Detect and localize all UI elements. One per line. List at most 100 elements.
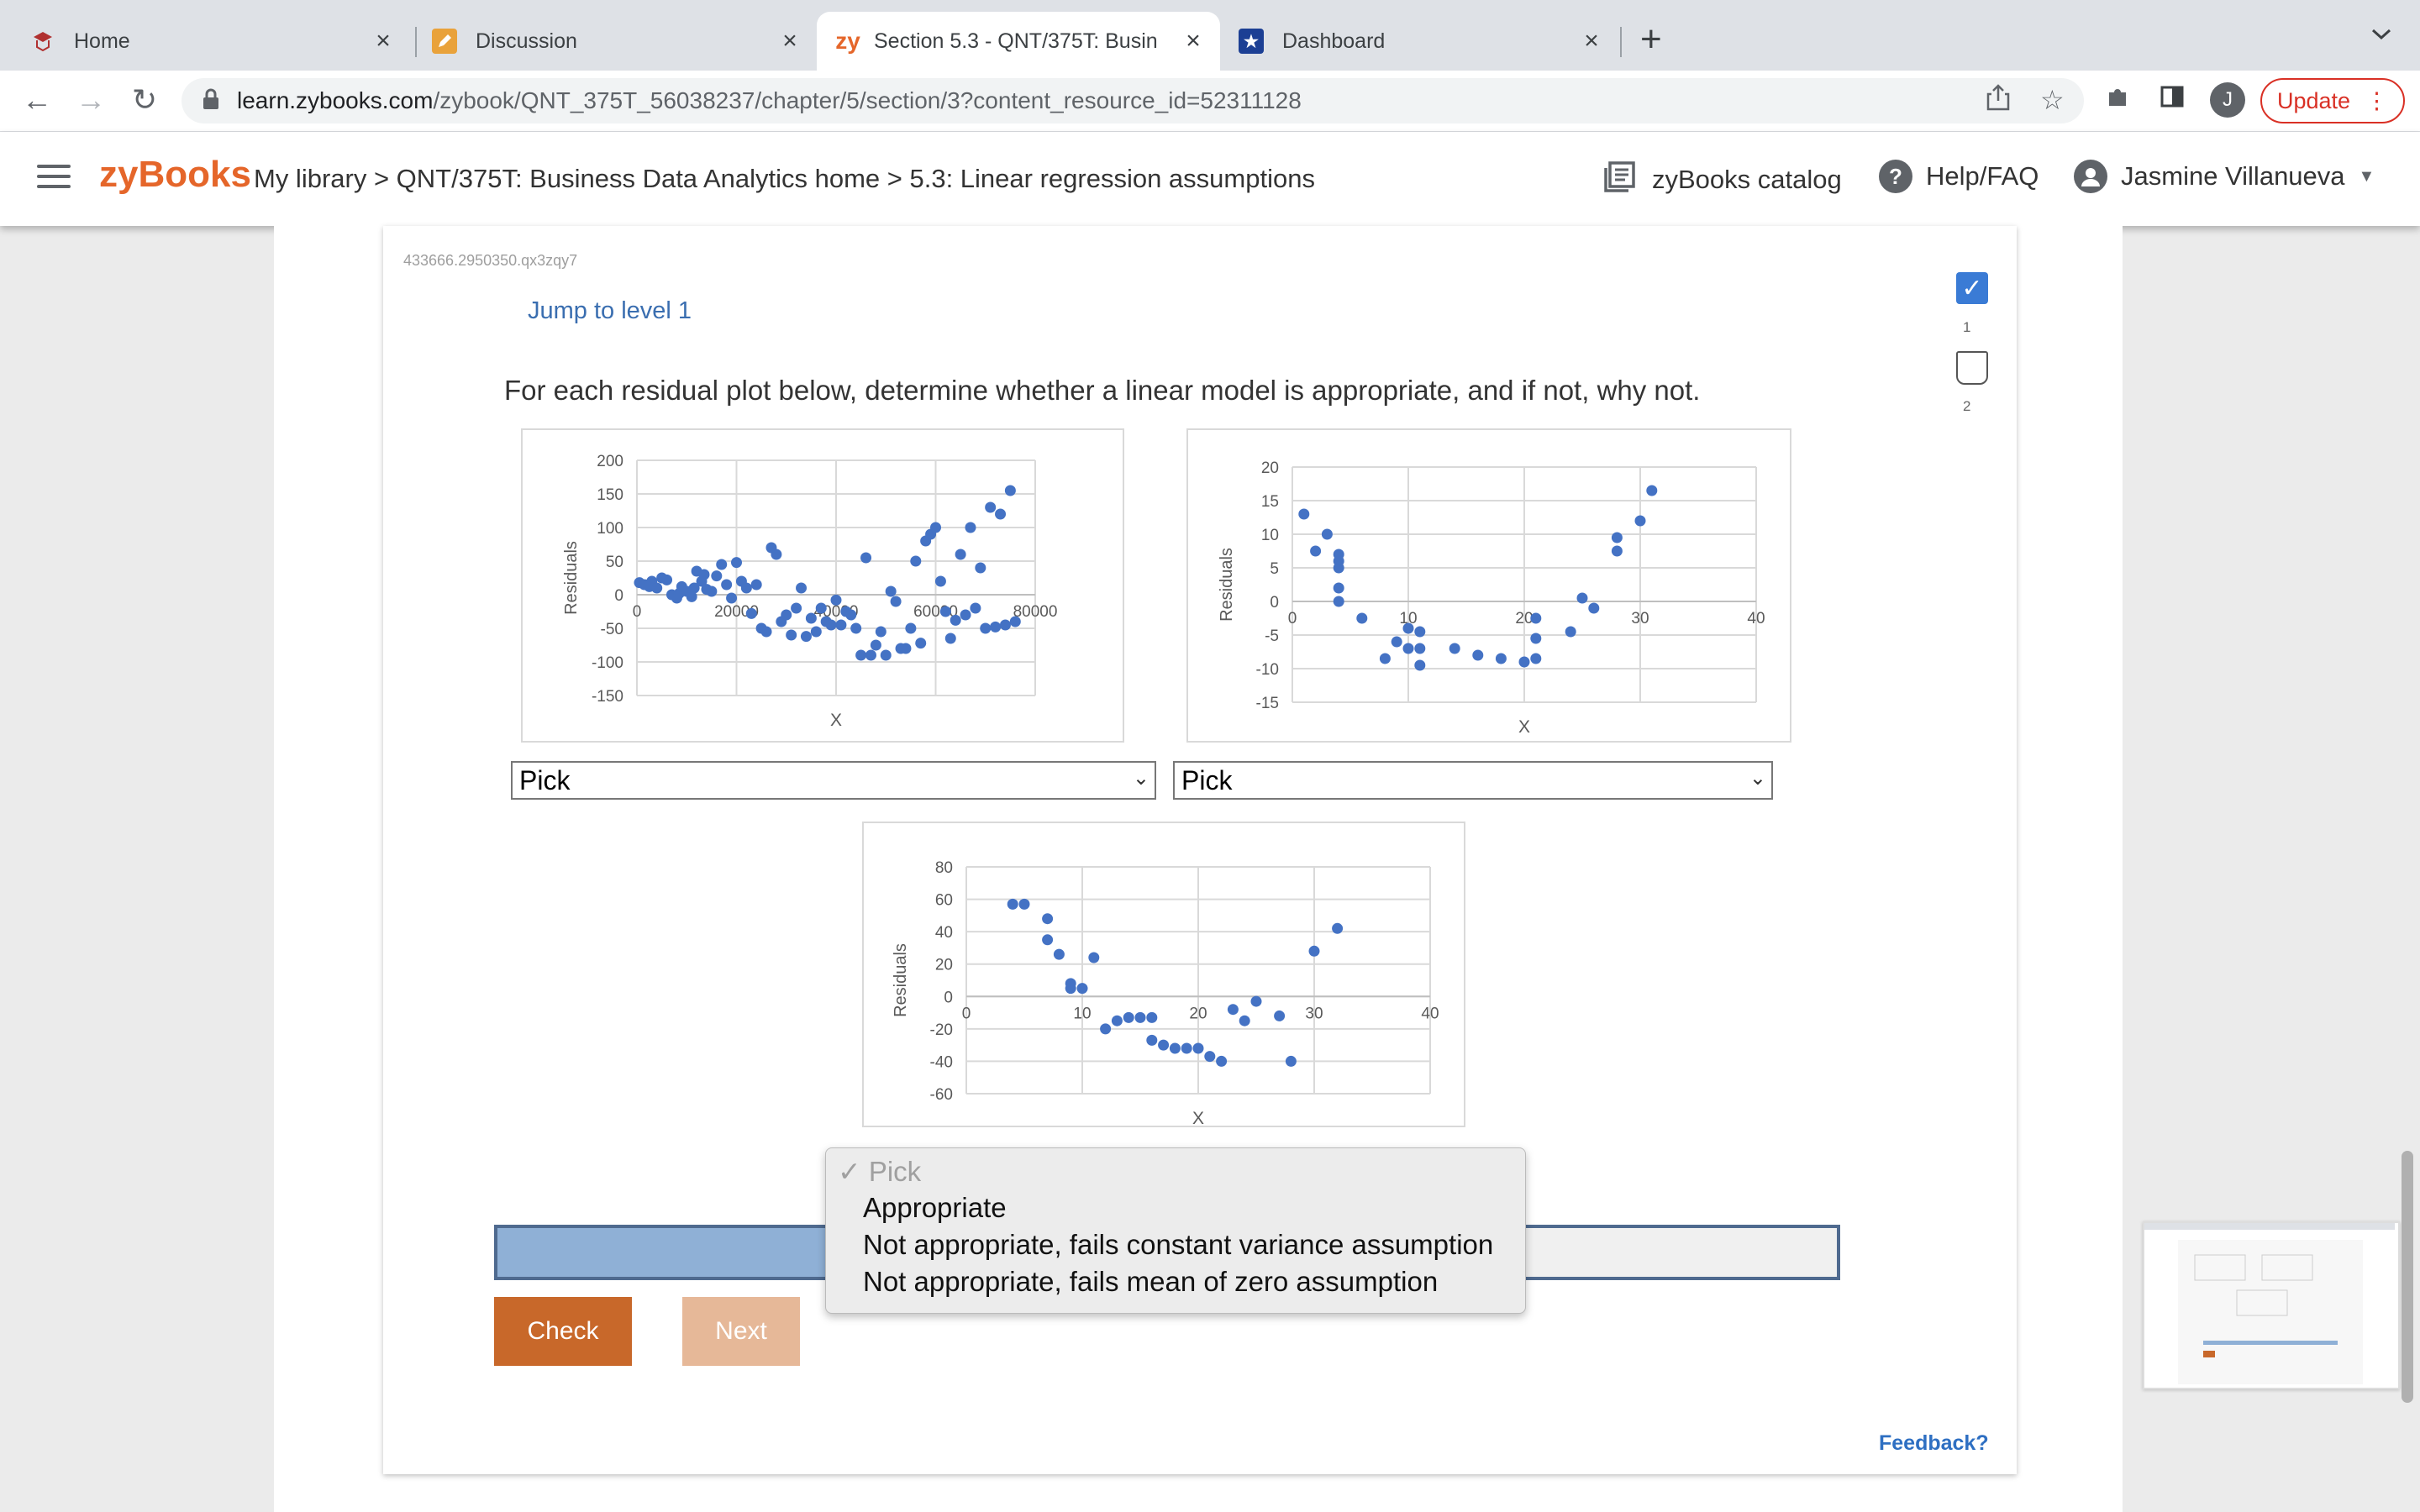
tab-search-chevron-icon[interactable]	[2370, 25, 2393, 46]
data-point	[1146, 1034, 1158, 1046]
y-tick-label: 15	[1261, 493, 1279, 511]
close-icon[interactable]: ×	[782, 27, 797, 55]
y-tick-label: 150	[597, 486, 623, 504]
data-point	[855, 649, 867, 661]
data-point	[698, 569, 710, 580]
data-point	[1134, 1011, 1146, 1023]
data-point	[985, 501, 997, 513]
y-tick-label: 5	[1270, 560, 1279, 578]
data-point	[651, 582, 663, 594]
chevron-down-icon: ⌄	[1749, 767, 1766, 790]
data-point	[686, 591, 697, 602]
close-icon[interactable]: ×	[1584, 27, 1599, 55]
check-button[interactable]: Check	[494, 1297, 632, 1366]
x-tick-label: 30	[1305, 1005, 1323, 1022]
data-point	[915, 638, 927, 649]
level-1-checkbox[interactable]: ✓	[1956, 272, 1988, 304]
data-point	[1414, 626, 1426, 638]
data-point	[1402, 643, 1414, 654]
jump-to-level-link[interactable]: Jump to level 1	[528, 297, 692, 324]
data-point	[800, 631, 812, 643]
question-prompt: For each residual plot below, determine …	[504, 375, 1701, 406]
data-point	[1158, 1039, 1170, 1051]
y-tick-label: -15	[1256, 695, 1279, 712]
data-point	[1530, 653, 1542, 664]
data-point	[1009, 616, 1021, 627]
back-arrow-icon[interactable]: ←	[22, 82, 52, 117]
tab-dashboard[interactable]: ★ Dashboard ×	[1220, 12, 1618, 71]
tab-home[interactable]: Home ×	[0, 12, 410, 71]
x-tick-label: 40	[1747, 610, 1765, 627]
data-point	[980, 622, 992, 634]
data-point	[721, 579, 733, 591]
side-panel-icon[interactable]	[2160, 84, 2185, 116]
tab-section-5-3[interactable]: zy Section 5.3 - QNT/375T: Busin ×	[817, 12, 1220, 71]
data-point	[1518, 656, 1530, 668]
url-text[interactable]: learn.zybooks.com/zybook/QNT_375T_560382…	[237, 87, 1302, 114]
dropdown-option-appropriate[interactable]: Appropriate	[863, 1192, 1007, 1223]
select-value: Pick	[1181, 765, 1233, 795]
data-point	[1042, 934, 1054, 946]
y-tick-label: 60	[935, 892, 953, 910]
tab-discussion[interactable]: Discussion ×	[402, 12, 817, 71]
data-point	[1588, 602, 1600, 614]
data-point	[1310, 545, 1322, 557]
level-2-checkbox[interactable]	[1956, 351, 1988, 385]
data-point	[939, 606, 951, 617]
feedback-link[interactable]: Feedback?	[1879, 1431, 1989, 1455]
data-point	[1414, 643, 1426, 654]
close-icon[interactable]: ×	[376, 27, 391, 55]
dropdown-option-pick[interactable]: ✓ Pick	[838, 1156, 922, 1187]
dropdown-option-fails-constant-variance[interactable]: Not appropriate, fails constant variance…	[863, 1229, 1494, 1260]
catalog-link[interactable]: zyBooks catalog	[1603, 160, 1842, 200]
star-badge-icon: ★	[1239, 29, 1264, 54]
close-icon[interactable]: ×	[1186, 27, 1201, 55]
update-button[interactable]: Update ⋮	[2260, 78, 2405, 123]
select-value: Pick	[519, 765, 571, 795]
residual-plot-1: 200 150 100 50 0 -50 -100 -150 0 20000 40000 60000 8…	[521, 428, 1124, 743]
reload-icon[interactable]: ↻	[131, 82, 158, 117]
dropdown-option-fails-mean-zero[interactable]: Not appropriate, fails mean of zero assu…	[863, 1266, 1439, 1297]
page-thumbnail-preview[interactable]	[2143, 1221, 2400, 1389]
new-tab-button[interactable]: +	[1640, 18, 1662, 60]
data-point	[825, 619, 837, 631]
data-point	[1018, 898, 1030, 910]
address-bar[interactable]	[182, 78, 2084, 123]
user-menu[interactable]: Jasmine Villanueva ▼	[2074, 160, 2375, 193]
data-point	[786, 629, 797, 641]
data-point	[934, 575, 946, 587]
lock-icon[interactable]	[202, 87, 220, 115]
y-tick-label: 20	[1261, 459, 1279, 477]
data-point	[716, 559, 728, 570]
forward-arrow-icon[interactable]: →	[76, 82, 106, 117]
data-point	[865, 649, 876, 661]
y-tick-label: -60	[930, 1086, 953, 1104]
catalog-label: zyBooks catalog	[1652, 165, 1842, 194]
school-logo-icon	[30, 29, 55, 54]
x-axis-label: X	[1518, 717, 1530, 737]
hamburger-menu-icon[interactable]	[37, 165, 71, 195]
help-question-icon: ?	[1879, 160, 1912, 193]
data-point	[1298, 508, 1310, 520]
data-point	[1333, 596, 1344, 607]
zybooks-logo[interactable]: zyBooks	[99, 154, 251, 195]
data-point	[970, 602, 981, 614]
data-point	[1227, 1004, 1239, 1016]
next-button[interactable]: Next	[682, 1297, 800, 1366]
plot-2-answer-select[interactable]: Pick ⌄	[1173, 761, 1773, 800]
data-point	[1333, 582, 1344, 594]
url-host: learn.zybooks.com	[237, 87, 434, 113]
kebab-menu-icon: ⋮	[2365, 87, 2389, 113]
share-icon[interactable]	[1986, 84, 2010, 118]
breadcrumb[interactable]: My library > QNT/375T: Business Data Ana…	[254, 164, 1315, 193]
help-link[interactable]: ? Help/FAQ	[1879, 160, 2039, 193]
profile-avatar[interactable]: J	[2210, 82, 2245, 118]
scrollbar[interactable]	[2402, 1151, 2413, 1403]
x-tick-label: 0	[1288, 610, 1297, 627]
bookmark-star-icon[interactable]: ☆	[2040, 85, 2065, 115]
answer-dropdown-menu: ✓ Pick Appropriate Not appropriate, fail…	[825, 1147, 1526, 1314]
plot-1-answer-select[interactable]: Pick ⌄	[511, 761, 1156, 800]
extensions-icon[interactable]	[2106, 84, 2131, 116]
chevron-down-icon: ⌄	[1132, 767, 1150, 790]
